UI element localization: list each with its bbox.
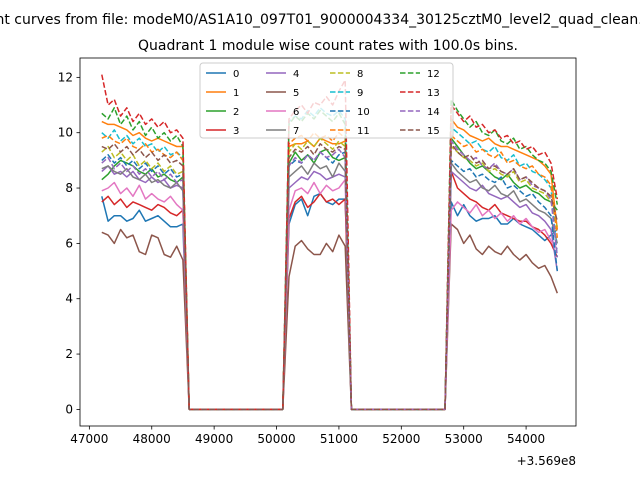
chart-suptitle: Light curves from file: modeM0/AS1A10_09…: [0, 12, 640, 28]
axes-layer: 47000 48000 49000 50000 51000 52000 53000 54000…: [58, 57, 577, 446]
legend-label-7: 7: [293, 126, 299, 137]
x-tick-label: 48000: [133, 432, 171, 446]
y-tick-label: 0: [65, 402, 73, 416]
y-tick-label: 6: [65, 236, 73, 250]
legend-label-8: 8: [357, 69, 363, 80]
x-tick-label: 52000: [382, 432, 420, 446]
series-line-0: [101, 192, 558, 411]
y-tick-label: 10: [58, 126, 73, 140]
legend-label-12: 12: [427, 69, 440, 80]
series-line-6: [101, 178, 558, 411]
legend-label-9: 9: [357, 88, 363, 99]
y-tick-label: 4: [65, 292, 73, 306]
y-tick-label: 8: [65, 181, 73, 195]
legend-frame: [199, 62, 454, 139]
y-tick-label: 12: [58, 70, 73, 84]
y-tick-label: 2: [65, 347, 73, 361]
series-line-3: [101, 170, 558, 411]
legend-label-10: 10: [357, 107, 370, 118]
chart-title: Quadrant 1 module wise count rates with …: [138, 38, 518, 54]
legend-label-14: 14: [427, 107, 440, 118]
x-tick-label: 49000: [195, 432, 233, 446]
legend-label-1: 1: [233, 88, 239, 99]
x-tick-label: 54000: [507, 432, 545, 446]
legend-label-13: 13: [427, 88, 440, 99]
legend-label-6: 6: [293, 107, 299, 118]
legend-label-15: 15: [427, 126, 440, 137]
series-line-14: [101, 140, 559, 411]
legend-label-4: 4: [293, 69, 299, 80]
legend-label-2: 2: [233, 107, 239, 118]
axes-frame: [79, 57, 577, 427]
series-line-7: [101, 162, 559, 411]
series-line-10: [101, 151, 559, 411]
x-offset-label: +3.569e8: [517, 454, 576, 468]
series-line-5: [101, 223, 559, 411]
x-tick-label: 47000: [70, 432, 108, 446]
x-tick-label: 50000: [257, 432, 295, 446]
legend-label-5: 5: [293, 88, 299, 99]
series-line-1: [101, 118, 559, 411]
legend-label-0: 0: [233, 69, 239, 80]
x-tick-label: 53000: [445, 432, 483, 446]
x-tick-label: 51000: [320, 432, 358, 446]
legend-label-3: 3: [233, 126, 239, 137]
legend-label-11: 11: [357, 126, 370, 137]
